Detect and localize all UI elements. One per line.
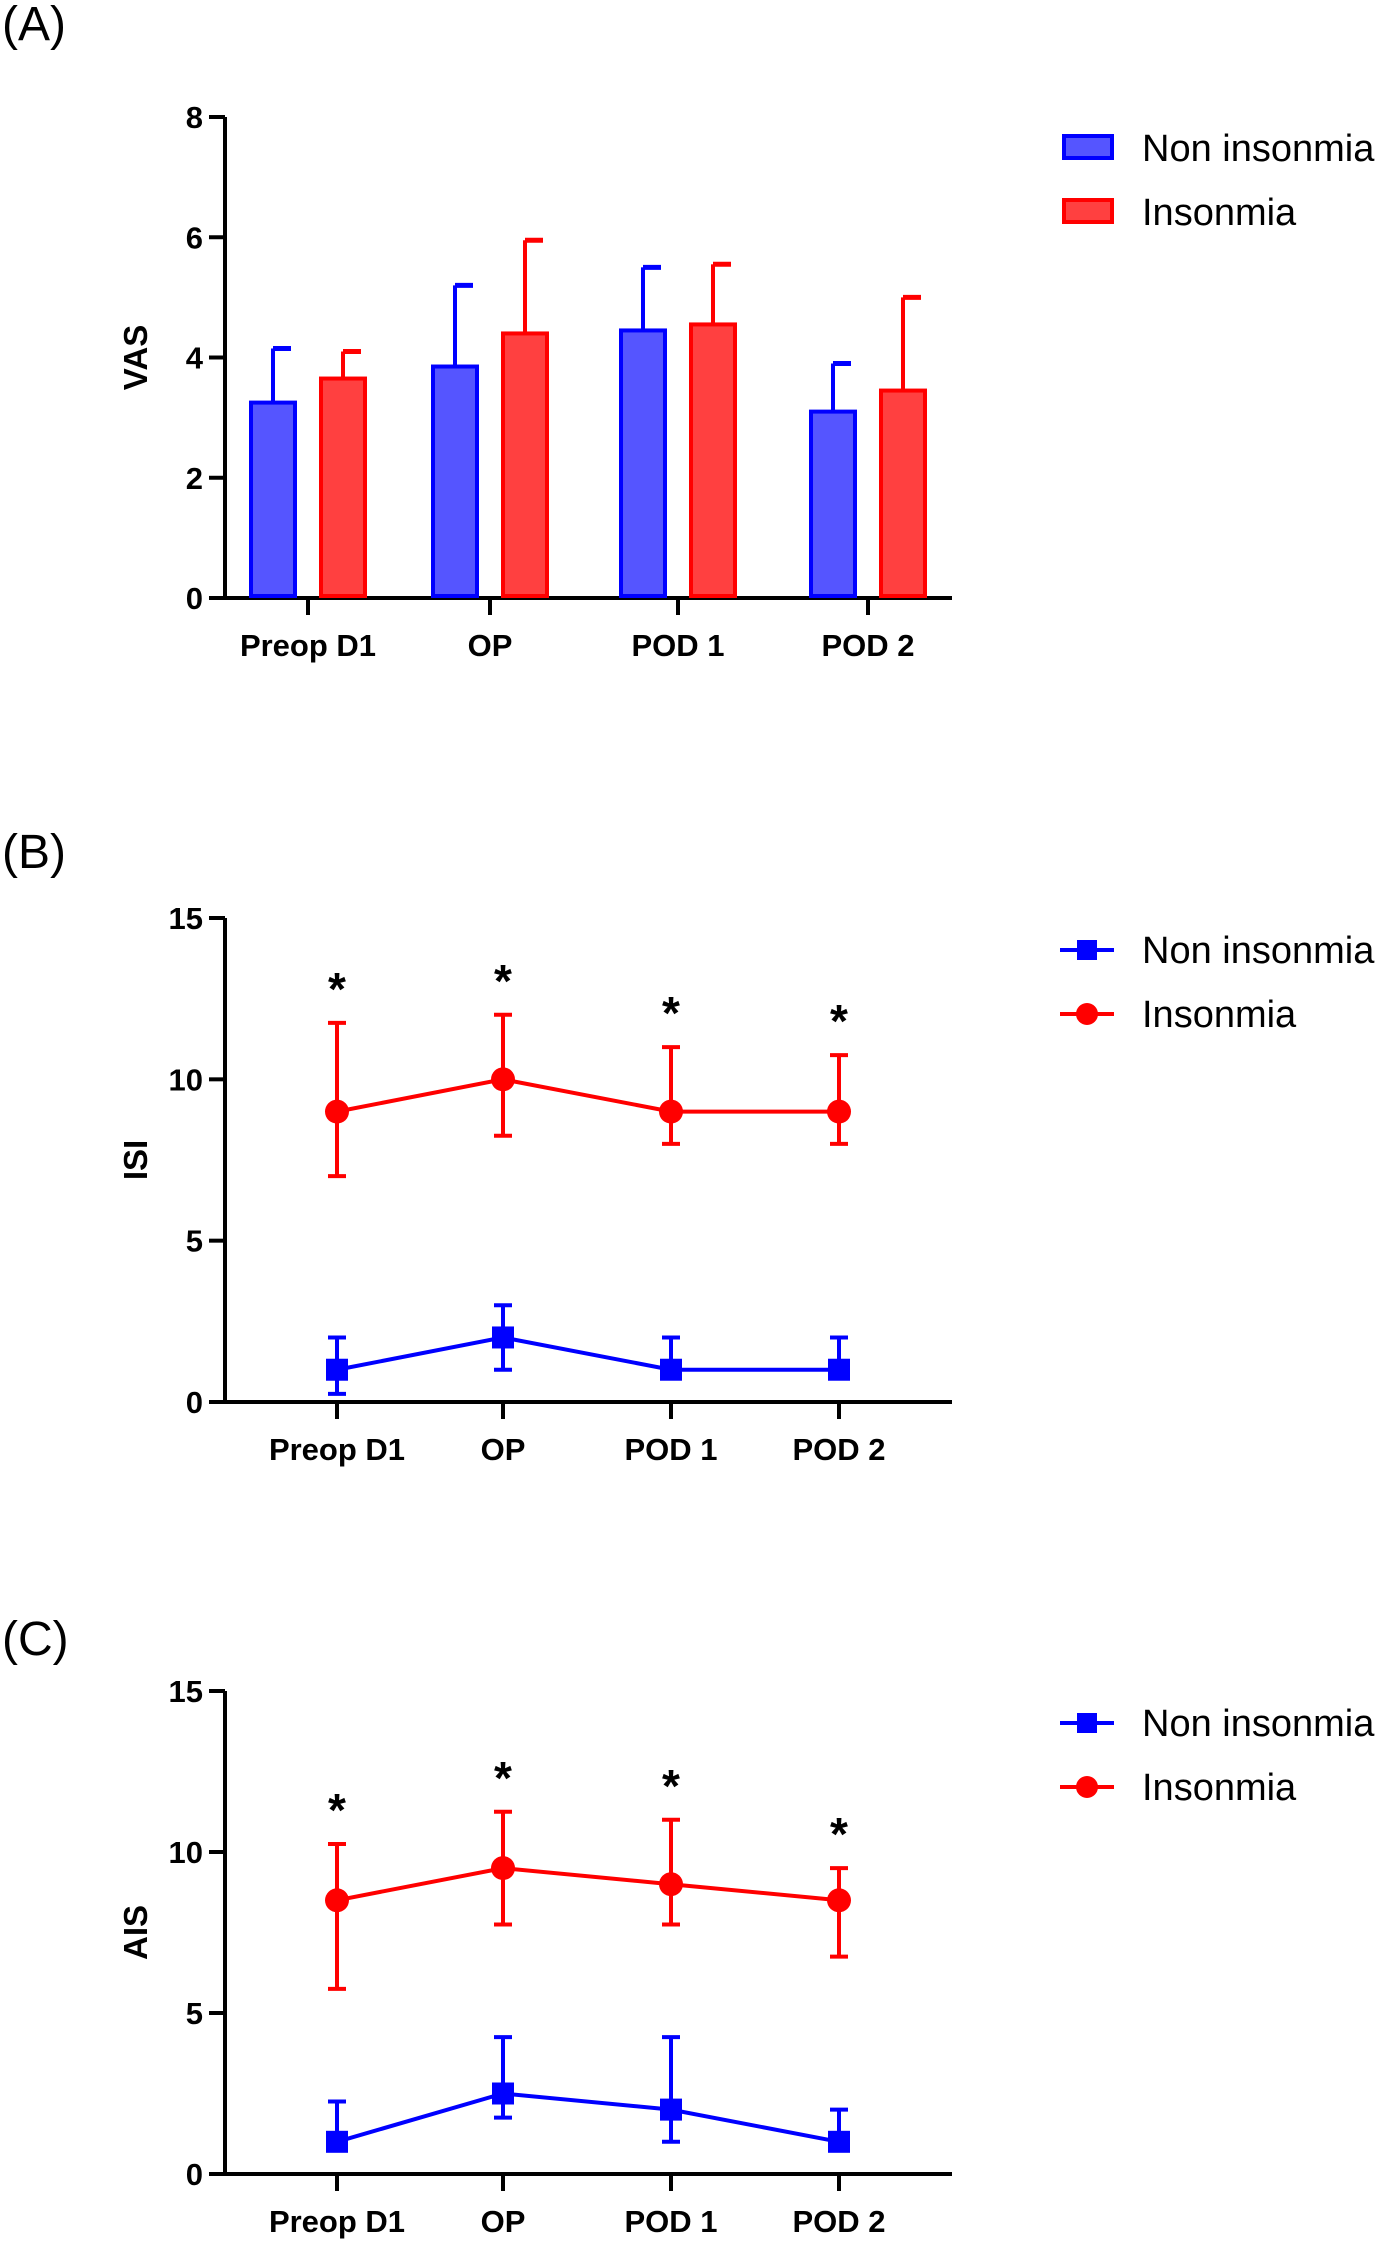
- y-tick-label: 5: [186, 1996, 203, 2031]
- y-tick-label: 0: [186, 581, 203, 616]
- significance-star: *: [328, 963, 346, 1015]
- y-tick-label: 15: [169, 1674, 203, 1709]
- x-tick-label: POD 1: [624, 1432, 717, 1467]
- bar: [809, 409, 857, 598]
- y-tick-label: 10: [169, 1062, 203, 1097]
- data-point-circle: [491, 1067, 515, 1092]
- legend-label: Insonmia: [1142, 1767, 1297, 1809]
- y-tick-label: 8: [186, 100, 203, 135]
- bar: [689, 322, 737, 598]
- panel-label: (C): [2, 1613, 69, 1666]
- panel-label: (A): [2, 0, 66, 51]
- legend-label: Insonmia: [1142, 994, 1297, 1036]
- x-tick-label: OP: [481, 1432, 526, 1467]
- y-axis-label: AIS: [117, 1905, 154, 1960]
- data-point-square: [492, 2082, 514, 2105]
- y-axis-label: ISI: [117, 1140, 154, 1180]
- y-axis-label: VAS: [117, 325, 154, 390]
- data-point-circle: [659, 1099, 683, 1124]
- series-line: [336, 2091, 840, 2144]
- y-tick-label: 5: [186, 1224, 203, 1259]
- significance-star: *: [662, 1760, 680, 1812]
- panel-1: (A) 0 2 4 6 8 Preop D1 OP POD 1 POD 2 VAS Non inson…: [2, 0, 1375, 663]
- legend-label: Non insonmia: [1142, 1703, 1375, 1745]
- panel-label: (B): [2, 826, 66, 879]
- panel-2: (B) 0 5 10 15 Preop D1 OP POD 1 POD 2 ISI Non inso…: [2, 826, 1375, 1467]
- x-tick-label: Preop D1: [269, 1432, 405, 1467]
- data-point-square: [828, 1358, 850, 1381]
- y-tick-label: 0: [186, 1385, 203, 1420]
- data-point-circle: [827, 1888, 851, 1913]
- data-point-circle: [827, 1099, 851, 1124]
- bar: [249, 400, 297, 598]
- y-tick-label: 10: [169, 1835, 203, 1870]
- significance-star: *: [494, 955, 512, 1007]
- x-tick-label: POD 1: [624, 2204, 717, 2239]
- bar: [501, 331, 549, 598]
- legend-swatch: [1062, 134, 1114, 160]
- significance-star: *: [830, 1808, 848, 1860]
- bar: [319, 376, 367, 599]
- bar: [879, 388, 927, 598]
- x-tick-label: POD 2: [821, 628, 914, 663]
- significance-star: *: [328, 1784, 346, 1836]
- legend-circle-marker: [1076, 1776, 1098, 1798]
- legend-square-marker: [1077, 940, 1097, 960]
- data-point-square: [660, 2098, 682, 2121]
- panel-3: (C) 0 5 10 15 Preop D1 OP POD 1 POD 2 AIS Non inso…: [2, 1613, 1375, 2239]
- series-line: [336, 1866, 840, 1903]
- y-tick-label: 6: [186, 220, 203, 255]
- y-tick-label: 4: [186, 341, 204, 376]
- series-line: [336, 1077, 839, 1114]
- bar: [431, 364, 479, 598]
- x-tick-label: POD 2: [792, 2204, 885, 2239]
- significance-star: *: [494, 1752, 512, 1804]
- legend-swatch: [1062, 198, 1114, 224]
- significance-star: *: [662, 987, 680, 1039]
- significance-star: *: [830, 995, 848, 1047]
- legend-label: Insonmia: [1142, 192, 1297, 234]
- legend-label: Non insonmia: [1142, 930, 1375, 972]
- x-tick-label: Preop D1: [240, 628, 376, 663]
- legend-label: Non insonmia: [1142, 128, 1375, 170]
- data-point-circle: [325, 1099, 349, 1124]
- x-tick-label: POD 2: [792, 1432, 885, 1467]
- data-point-circle: [325, 1888, 349, 1913]
- y-tick-label: 15: [169, 901, 203, 936]
- x-tick-label: OP: [468, 628, 513, 663]
- x-tick-label: OP: [481, 2204, 526, 2239]
- data-point-circle: [491, 1856, 515, 1881]
- data-point-square: [492, 1326, 514, 1349]
- x-tick-label: POD 1: [631, 628, 724, 663]
- x-tick-label: Preop D1: [269, 2204, 405, 2239]
- legend-square-marker: [1077, 1713, 1097, 1733]
- data-point-circle: [659, 1872, 683, 1897]
- series-line: [336, 1335, 839, 1372]
- data-point-square: [326, 1358, 348, 1381]
- bar: [619, 328, 667, 598]
- y-tick-label: 2: [186, 461, 203, 496]
- data-point-square: [828, 2130, 850, 2153]
- data-point-square: [326, 2130, 348, 2153]
- data-point-square: [660, 1358, 682, 1381]
- legend-circle-marker: [1076, 1003, 1098, 1025]
- y-tick-label: 0: [186, 2157, 203, 2192]
